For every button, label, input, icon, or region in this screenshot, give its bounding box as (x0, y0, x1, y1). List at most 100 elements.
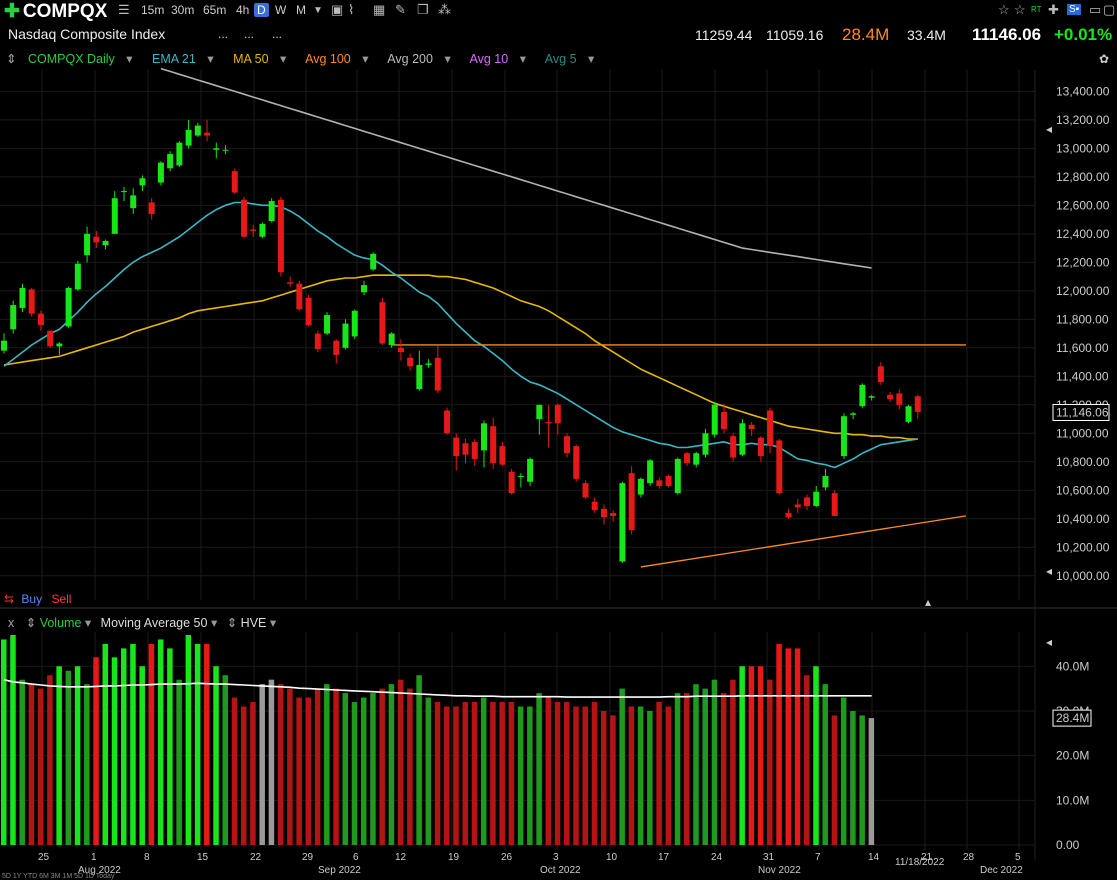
volume-bar (785, 648, 792, 845)
volume-ma-label[interactable]: Moving Average 50 (100, 616, 208, 630)
volume-bar (250, 702, 256, 845)
candle-body (222, 149, 229, 151)
tf-weekly[interactable]: W (275, 3, 287, 17)
layers-icon[interactable]: ❐ (417, 2, 429, 17)
legend-expand-icon[interactable]: ⇕ (6, 52, 17, 66)
tf-30m[interactable]: 30m (171, 3, 195, 17)
volume-bar (527, 706, 533, 845)
range-buttons[interactable]: 5D 1Y YTD 6M 3M 1M 5D 1D Today (2, 873, 115, 880)
tf-15m[interactable]: 15m (141, 3, 165, 17)
volume-bar (499, 702, 505, 845)
candle-body (656, 480, 663, 486)
volume-bar (84, 684, 90, 845)
timeframe-dropdown-icon[interactable]: ▼ (313, 5, 323, 16)
volume-bar (517, 706, 524, 845)
volume-bar (416, 675, 422, 845)
indicator-icon[interactable]: ⌇ (348, 2, 355, 17)
window-icon[interactable]: ▭ (1089, 2, 1102, 17)
candle-body (19, 287, 26, 308)
star-icon[interactable]: ☆ (998, 2, 1010, 17)
volume-bar (619, 688, 625, 845)
candle-body (739, 423, 746, 455)
quote-change: +0.01% (1054, 25, 1113, 44)
calculator-icon[interactable]: ▦ (373, 2, 386, 17)
legend-item-symbol[interactable]: COMPQX Daily ▾ (27, 52, 133, 66)
volume-bar (471, 702, 478, 845)
candle-body (453, 437, 460, 457)
legend-item-avg100[interactable]: Avg 100 ▾ (305, 52, 369, 66)
x-tick-label: 24 (711, 852, 723, 863)
pane-expand-icon[interactable]: ⇕ (25, 616, 37, 630)
price-tick-label: 12,400.00 (1056, 227, 1110, 241)
list-icon[interactable]: ☰ (118, 2, 130, 17)
x-tick-label: 5 (1015, 852, 1021, 863)
legend-item-avg200[interactable]: Avg 200 ▾ (387, 52, 451, 66)
star-outline-icon[interactable]: ☆ (1014, 2, 1026, 17)
alert-icon[interactable]: ✚ (1048, 2, 1059, 17)
candle-body (148, 202, 155, 214)
indicator-legend: ⇕ COMPQX Daily ▾ EMA 21 ▾ MA 50 ▾ Avg 10… (6, 51, 610, 66)
candle-body (684, 453, 691, 464)
symbol-header[interactable]: ✚ COMPQX (4, 0, 107, 23)
candle-body (573, 446, 580, 479)
candle-body (231, 171, 238, 193)
sell-button[interactable]: Sell (51, 592, 72, 606)
volume-bar (647, 710, 653, 845)
price-tag-box (1052, 403, 1110, 421)
price-tick-label: 10,600.00 (1056, 483, 1110, 497)
candle-body (877, 366, 884, 382)
volume-bar (185, 635, 192, 845)
price-tick-label: 10,400.00 (1056, 512, 1110, 526)
volume-bar (93, 657, 99, 845)
volume-bar (19, 679, 25, 845)
month-label: Sep 2022 (318, 865, 361, 876)
price-tick-label: 12,000.00 (1056, 284, 1110, 298)
pane-resize-icon: ▴ (925, 595, 931, 609)
candle-body (240, 199, 247, 237)
candle-body (351, 310, 358, 337)
volume-bar (591, 702, 598, 845)
tf-daily[interactable]: D (254, 3, 269, 17)
chart-type-icon[interactable]: ▣ (331, 2, 344, 17)
volume-bar (65, 670, 72, 845)
share-icon[interactable]: ⁂ (438, 2, 451, 17)
candle-body (785, 513, 792, 518)
legend-item-ema21[interactable]: EMA 21 ▾ (152, 52, 214, 66)
hve-label[interactable]: HVE (240, 616, 267, 630)
ma50-line (3, 274, 918, 440)
legend-item-ma50[interactable]: MA 50 ▾ (233, 52, 287, 66)
volume-bar (324, 684, 330, 845)
tf-monthly[interactable]: M (296, 3, 306, 17)
tf-65m[interactable]: 65m (203, 3, 227, 17)
candle-body (28, 289, 35, 314)
volume-label[interactable]: Volume (39, 616, 82, 630)
close-pane-icon[interactable]: x (8, 616, 15, 630)
s-badge-icon[interactable]: S▪ (1067, 4, 1082, 15)
legend-item-avg10[interactable]: Avg 10 ▾ (469, 52, 526, 66)
volume-bar (545, 697, 552, 845)
candle-body (111, 198, 118, 234)
trade-icon[interactable]: ⇆ (4, 592, 15, 606)
close-icon[interactable]: ▢ (1103, 2, 1116, 17)
volume-bar (407, 688, 413, 845)
candle-body (407, 357, 414, 367)
buy-button[interactable]: Buy (21, 592, 43, 606)
legend-item-avg5[interactable]: Avg 5 ▾ (544, 52, 595, 66)
rt-badge-icon[interactable]: RT (1031, 5, 1042, 14)
tf-4h[interactable]: 4h (236, 3, 250, 17)
draw-pen-icon[interactable]: ✎ (395, 2, 406, 17)
price-tick-label: 11,600.00 (1056, 341, 1109, 355)
candle-body (693, 453, 700, 465)
add-symbol-icon[interactable]: ✚ (4, 1, 20, 22)
volume-bar (222, 675, 229, 845)
ma200-line (160, 67, 872, 269)
candle-body (480, 423, 487, 451)
price-tick-label: 11,000.00 (1056, 426, 1109, 440)
volume-bar (453, 706, 459, 845)
candle-body (130, 195, 137, 209)
ellipsis-1: ... (218, 27, 229, 41)
pane-expand-icon-2[interactable]: ⇕ (226, 616, 238, 630)
candle-body (314, 333, 321, 350)
legend-symbol-label: COMPQX Daily (27, 52, 115, 66)
